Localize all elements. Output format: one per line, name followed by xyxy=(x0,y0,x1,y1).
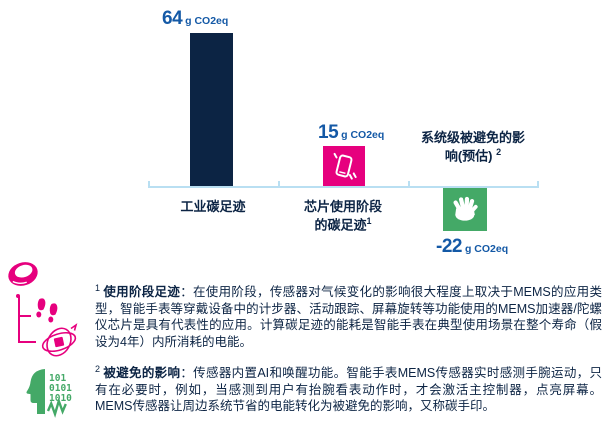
label-line: 工业碳足迹 xyxy=(180,199,246,214)
footnote-text: 在使用阶段，传感器对气候变化的影响很大程度上取决于MEMS的应用类型，智能手表等… xyxy=(95,285,602,349)
label-line: 响(预估) xyxy=(444,148,493,164)
label-line: 芯片使用阶段 xyxy=(303,199,382,214)
label-line: 系统级被避免的影 xyxy=(420,130,525,145)
chip-use-tile xyxy=(323,146,365,186)
binary-text: 101 xyxy=(49,373,66,384)
value-label-avoided: -22 g CO2eq xyxy=(436,236,508,258)
footsteps-icon xyxy=(33,298,60,329)
footnote-use-phase: 1 使用阶段足迹：在使用阶段，传感器对气候变化的影响很大程度上取决于MEMS的应用… xyxy=(95,280,602,350)
footnote-text: 传感器内置AI和唤醒功能。智能手表MEMS传感器实时感测手腕运动，只有在必要时，… xyxy=(95,366,602,414)
axis-tick xyxy=(148,181,150,187)
value-number: 15 xyxy=(318,122,339,143)
industrial-footprint-bar xyxy=(190,33,233,186)
footnote-superscript: 1 xyxy=(95,283,101,293)
value-number: 64 xyxy=(162,8,183,29)
value-unit: g CO2eq xyxy=(341,129,385,141)
footnote-colon: ： xyxy=(180,366,194,381)
value-number: -22 xyxy=(436,236,462,257)
gyroscope-icon xyxy=(38,323,80,360)
footnote-colon: ： xyxy=(180,285,193,300)
binary-text: 0101 xyxy=(49,383,72,394)
label-superscript: 2 xyxy=(496,147,502,157)
smartwatch-icon xyxy=(3,256,45,300)
footnote-superscript: 2 xyxy=(95,364,101,374)
axis-tick xyxy=(278,181,280,187)
category-label-chip-use: 芯片使用阶段 的碳足迹1 xyxy=(278,199,408,232)
footnote-lead: 使用阶段足迹 xyxy=(103,285,181,300)
value-unit: g CO2eq xyxy=(464,243,509,255)
value-label-chip-use: 15 g CO2eq xyxy=(318,122,384,144)
binary-text: 1010 xyxy=(49,393,72,404)
category-label-industrial: 工业碳足迹 xyxy=(148,199,278,214)
connector-line-branch xyxy=(18,315,31,317)
footnote-avoided-impact: 2 被避免的影响：传感器内置AI和唤醒功能。智能手表MEMS传感器实时感测手腕运动… xyxy=(95,361,602,415)
label-superscript: 1 xyxy=(366,216,372,226)
connector-line-vertical xyxy=(18,296,20,343)
value-unit: g CO2eq xyxy=(185,15,229,27)
label-line: 的碳足迹 xyxy=(314,217,367,233)
category-label-avoided: 系统级被避免的影 响(预估) 2 xyxy=(403,130,543,163)
connector-line-branch xyxy=(18,341,36,343)
axis-tick xyxy=(537,181,539,187)
axis-tick xyxy=(408,181,410,187)
value-label-industrial: 64 g CO2eq xyxy=(162,8,228,30)
baseline-axis xyxy=(148,186,539,188)
rotating-phone-icon xyxy=(326,148,362,184)
avoided-impact-tile xyxy=(443,188,487,231)
ai-head-icon: 101 0101 1010 xyxy=(22,366,74,418)
footnote-lead: 被避免的影响 xyxy=(103,366,181,381)
waving-hand-icon xyxy=(448,193,482,227)
